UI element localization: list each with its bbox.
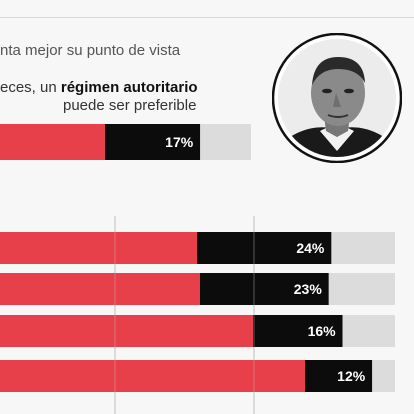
group-bar-red-segment-3 xyxy=(0,360,305,392)
top-bar-value-label-0: 17% xyxy=(165,134,194,150)
top-divider xyxy=(0,17,414,18)
group-bar-black-segment-0 xyxy=(197,232,332,264)
group-bar-red-segment-1 xyxy=(0,273,200,305)
group-bar-value-label-1: 23% xyxy=(294,281,323,297)
group-bar-gray-segment-0 xyxy=(331,232,395,264)
group-bar-red-segment-2 xyxy=(0,315,253,347)
option-label-line1: eces, un régimen autoritario xyxy=(0,79,198,96)
top-bar-black-segment-0 xyxy=(105,124,201,160)
option-label-line2: puede ser preferible xyxy=(63,97,197,114)
group-bar-black-segment-2 xyxy=(253,315,343,347)
group-bar-black-segment-3 xyxy=(305,360,373,392)
group-bar-value-label-0: 24% xyxy=(296,240,325,256)
group-bar-value-label-3: 12% xyxy=(337,368,366,384)
option-label-bold: régimen autoritario xyxy=(60,79,198,96)
group-bar-black-segment-1 xyxy=(200,273,329,305)
top-bar-red-segment-0 xyxy=(0,124,105,160)
group-bar-gray-segment-1 xyxy=(328,273,395,305)
top-bar-gray-segment-0 xyxy=(200,124,251,160)
chart-subtitle: nta mejor su punto de vista xyxy=(0,42,181,59)
option-label-pre: eces, un xyxy=(0,79,61,96)
group-bar-red-segment-0 xyxy=(0,232,197,264)
group-bar-gray-segment-3 xyxy=(372,360,395,392)
group-bar-value-label-2: 16% xyxy=(308,323,337,339)
portrait-photo xyxy=(272,33,402,163)
group-bar-gray-segment-2 xyxy=(342,315,395,347)
